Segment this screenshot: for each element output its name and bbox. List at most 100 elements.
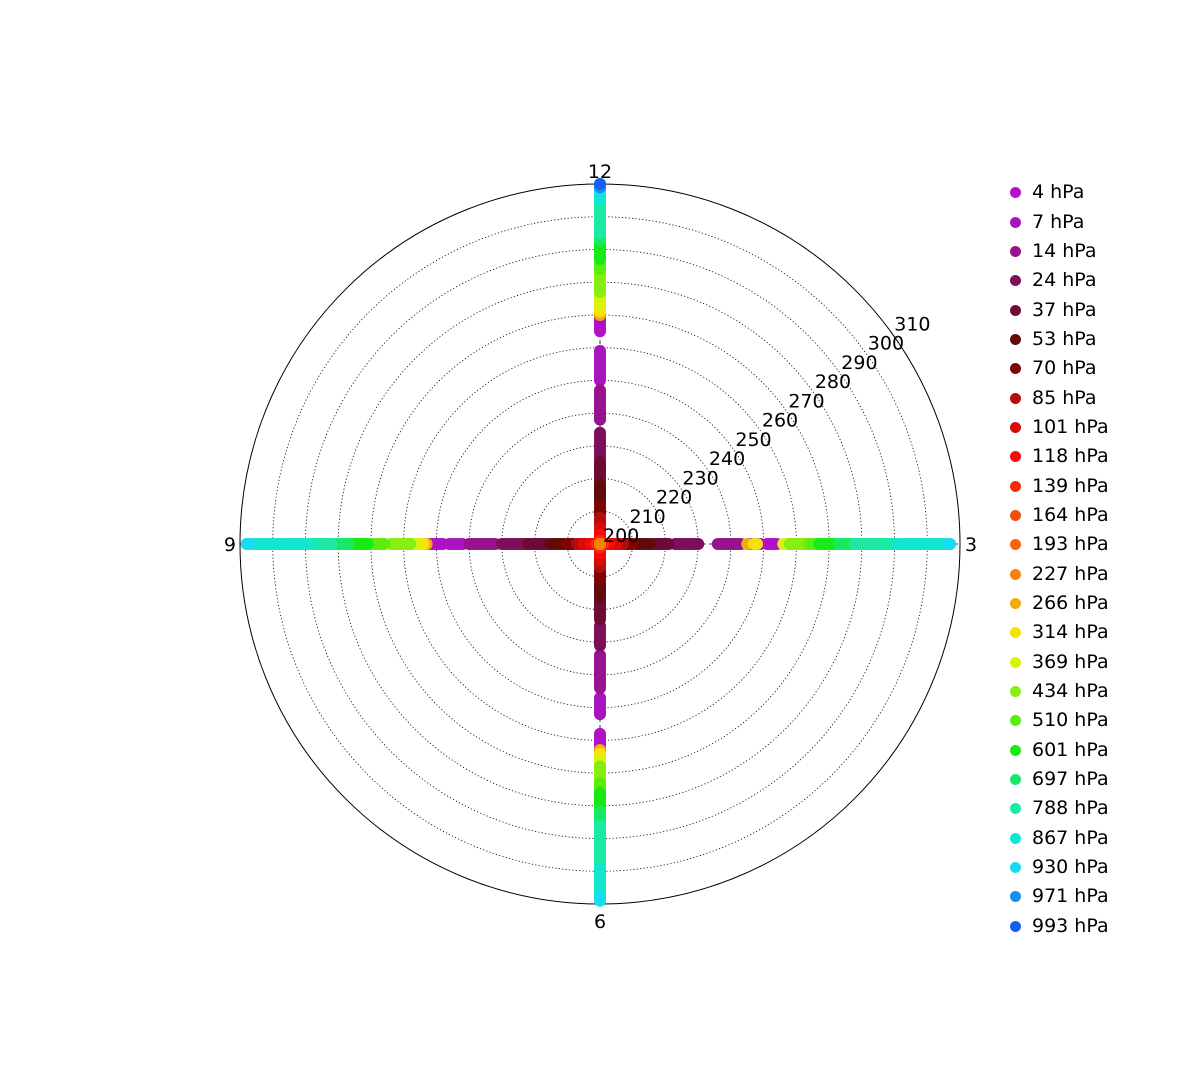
legend-label: 7 hPa — [1032, 210, 1085, 233]
legend-marker — [1010, 862, 1021, 874]
legend-entry: 434 hPa — [1010, 677, 1109, 706]
legend-marker — [1010, 832, 1021, 844]
legend-entry: 37 hPa — [1010, 295, 1109, 324]
data-point — [594, 498, 606, 511]
legend-marker — [1010, 715, 1021, 727]
legend: 4 hPa 7 hPa 14 hPa 24 hPa 37 hPa 53 hPa 70 hPa… — [1010, 178, 1109, 941]
data-point — [594, 613, 606, 626]
legend-marker — [1010, 774, 1021, 786]
angular-tick-label: 3 — [965, 534, 977, 556]
legend-entry: 70 hPa — [1010, 354, 1109, 383]
legend-marker — [1010, 421, 1021, 433]
data-point — [594, 456, 606, 469]
legend-entry: 227 hPa — [1010, 559, 1109, 588]
legend-entry: 118 hPa — [1010, 442, 1109, 471]
radial-tick-label: 250 — [735, 429, 771, 451]
legend-marker — [1010, 656, 1021, 668]
legend-marker — [1010, 275, 1021, 287]
data-point — [544, 538, 557, 550]
legend-marker — [1010, 451, 1021, 463]
legend-label: 867 hPa — [1032, 826, 1109, 849]
legend-marker — [1010, 187, 1021, 199]
legend-label: 37 hPa — [1032, 298, 1097, 321]
data-point — [594, 590, 606, 603]
legend-label: 24 hPa — [1032, 269, 1097, 292]
radial-tick-label: 230 — [682, 467, 718, 489]
data-point — [240, 538, 253, 550]
legend-entry: 164 hPa — [1010, 501, 1109, 530]
data-point — [443, 538, 456, 550]
legend-label: 314 hPa — [1032, 621, 1109, 644]
legend-entry: 7 hPa — [1010, 207, 1109, 236]
legend-entry: 193 hPa — [1010, 530, 1109, 559]
legend-entry: 14 hPa — [1010, 237, 1109, 266]
angular-tick-label: 6 — [594, 911, 606, 933]
legend-entry: 266 hPa — [1010, 589, 1109, 618]
legend-label: 101 hPa — [1032, 415, 1109, 438]
data-point — [561, 538, 574, 550]
angular-tick-label: 12 — [588, 161, 612, 183]
legend-label: 369 hPa — [1032, 650, 1109, 673]
legend-label: 164 hPa — [1032, 503, 1109, 526]
legend-entry: 788 hPa — [1010, 794, 1109, 823]
legend-marker — [1010, 627, 1021, 639]
legend-entry: 314 hPa — [1010, 618, 1109, 647]
data-point — [594, 708, 606, 721]
legend-entry: 369 hPa — [1010, 648, 1109, 677]
radial-tick-label: 260 — [762, 410, 798, 432]
data-point — [594, 894, 606, 907]
legend-label: 139 hPa — [1032, 474, 1109, 497]
legend-entry: 510 hPa — [1010, 706, 1109, 735]
radial-tick-label: 210 — [629, 506, 665, 528]
legend-label: 118 hPa — [1032, 445, 1109, 468]
radial-tick-label: 220 — [656, 487, 692, 509]
data-point — [662, 538, 675, 550]
data-point — [944, 538, 957, 550]
legend-entry: 53 hPa — [1010, 325, 1109, 354]
legend-marker — [1010, 304, 1021, 316]
legend-label: 266 hPa — [1032, 591, 1109, 614]
radial-tick-label: 290 — [841, 352, 877, 374]
legend-marker — [1010, 245, 1021, 257]
data-point — [594, 511, 606, 524]
legend-marker — [1010, 891, 1021, 903]
legend-marker — [1010, 480, 1021, 492]
legend-entry: 85 hPa — [1010, 383, 1109, 412]
legend-entry: 24 hPa — [1010, 266, 1109, 295]
legend-marker — [1010, 597, 1021, 609]
data-point — [594, 344, 606, 357]
legend-marker — [1010, 509, 1021, 521]
legend-label: 510 hPa — [1032, 709, 1109, 732]
radial-tick-label: 270 — [788, 390, 824, 412]
legend-marker — [1010, 333, 1021, 345]
data-point — [594, 426, 606, 439]
data-point — [751, 538, 764, 550]
legend-marker — [1010, 744, 1021, 756]
legend-label: 601 hPa — [1032, 738, 1109, 761]
data-point — [643, 538, 656, 550]
legend-label: 930 hPa — [1032, 856, 1109, 879]
legend-label: 53 hPa — [1032, 327, 1097, 350]
data-point — [594, 479, 606, 492]
legend-label: 193 hPa — [1032, 533, 1109, 556]
legend-label: 434 hPa — [1032, 680, 1109, 703]
legend-marker — [1010, 392, 1021, 404]
legend-label: 70 hPa — [1032, 357, 1097, 380]
radial-tick-label: 310 — [894, 313, 930, 335]
data-point — [495, 538, 508, 550]
legend-entry: 971 hPa — [1010, 882, 1109, 911]
radial-tick-label: 300 — [868, 333, 904, 355]
legend-entry: 697 hPa — [1010, 765, 1109, 794]
legend-entry: 101 hPa — [1010, 413, 1109, 442]
legend-label: 227 hPa — [1032, 562, 1109, 585]
data-point — [692, 538, 705, 550]
legend-label: 14 hPa — [1032, 239, 1097, 262]
legend-marker — [1010, 363, 1021, 375]
data-points — [240, 178, 957, 907]
legend-label: 697 hPa — [1032, 768, 1109, 791]
legend-label: 788 hPa — [1032, 797, 1109, 820]
legend-marker — [1010, 539, 1021, 551]
data-point — [594, 682, 606, 694]
legend-entry: 601 hPa — [1010, 736, 1109, 765]
